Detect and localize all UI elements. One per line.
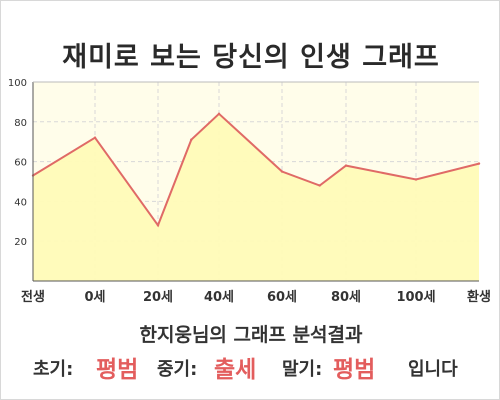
life-graph-chart: 20 40 60 80 100 전생 0세 20세 40세 60세 80세 100세 환생 bbox=[8, 78, 491, 305]
data-point bbox=[190, 138, 193, 141]
y-tick-label: 60 bbox=[14, 158, 27, 169]
x-tick-label: 전생 bbox=[21, 289, 45, 305]
late-value: 평범 bbox=[333, 357, 376, 383]
analysis-title: 한지웅님의 그래프 분석결과 bbox=[139, 324, 363, 346]
data-point bbox=[477, 162, 481, 165]
data-point bbox=[318, 184, 321, 187]
data-point bbox=[280, 170, 284, 173]
y-tick-label: 80 bbox=[14, 118, 27, 129]
series-line bbox=[32, 112, 480, 228]
middle-value: 출세 bbox=[214, 357, 257, 383]
data-point bbox=[93, 136, 97, 139]
y-tick-label: 40 bbox=[14, 197, 27, 208]
ending-text: 입니다 bbox=[408, 359, 458, 380]
early-label: 초기: bbox=[33, 359, 74, 380]
x-tick-label: 0세 bbox=[84, 290, 105, 305]
x-tick-label: 환생 bbox=[467, 289, 491, 305]
analysis-result: 초기: 평범 중기: 출세 말기: 평범 입니다 bbox=[1, 347, 500, 383]
data-point bbox=[344, 164, 348, 167]
x-tick-label: 60세 bbox=[267, 290, 297, 305]
data-point bbox=[156, 224, 160, 227]
late-label: 말기: bbox=[282, 359, 323, 380]
middle-label: 중기: bbox=[157, 359, 198, 380]
x-tick-label: 40세 bbox=[204, 290, 234, 305]
x-tick-label: 80세 bbox=[331, 290, 361, 305]
area-fill bbox=[33, 113, 479, 281]
data-point bbox=[414, 178, 418, 181]
x-tick-label: 100세 bbox=[396, 290, 435, 305]
y-tick-label: 20 bbox=[14, 237, 27, 248]
chart-title: 재미로 보는 당신의 인생 그래프 bbox=[62, 42, 440, 73]
y-tick-label: 100 bbox=[8, 78, 27, 89]
x-tick-label: 20세 bbox=[143, 290, 173, 305]
early-value: 평범 bbox=[96, 357, 139, 383]
data-point bbox=[217, 112, 221, 116]
